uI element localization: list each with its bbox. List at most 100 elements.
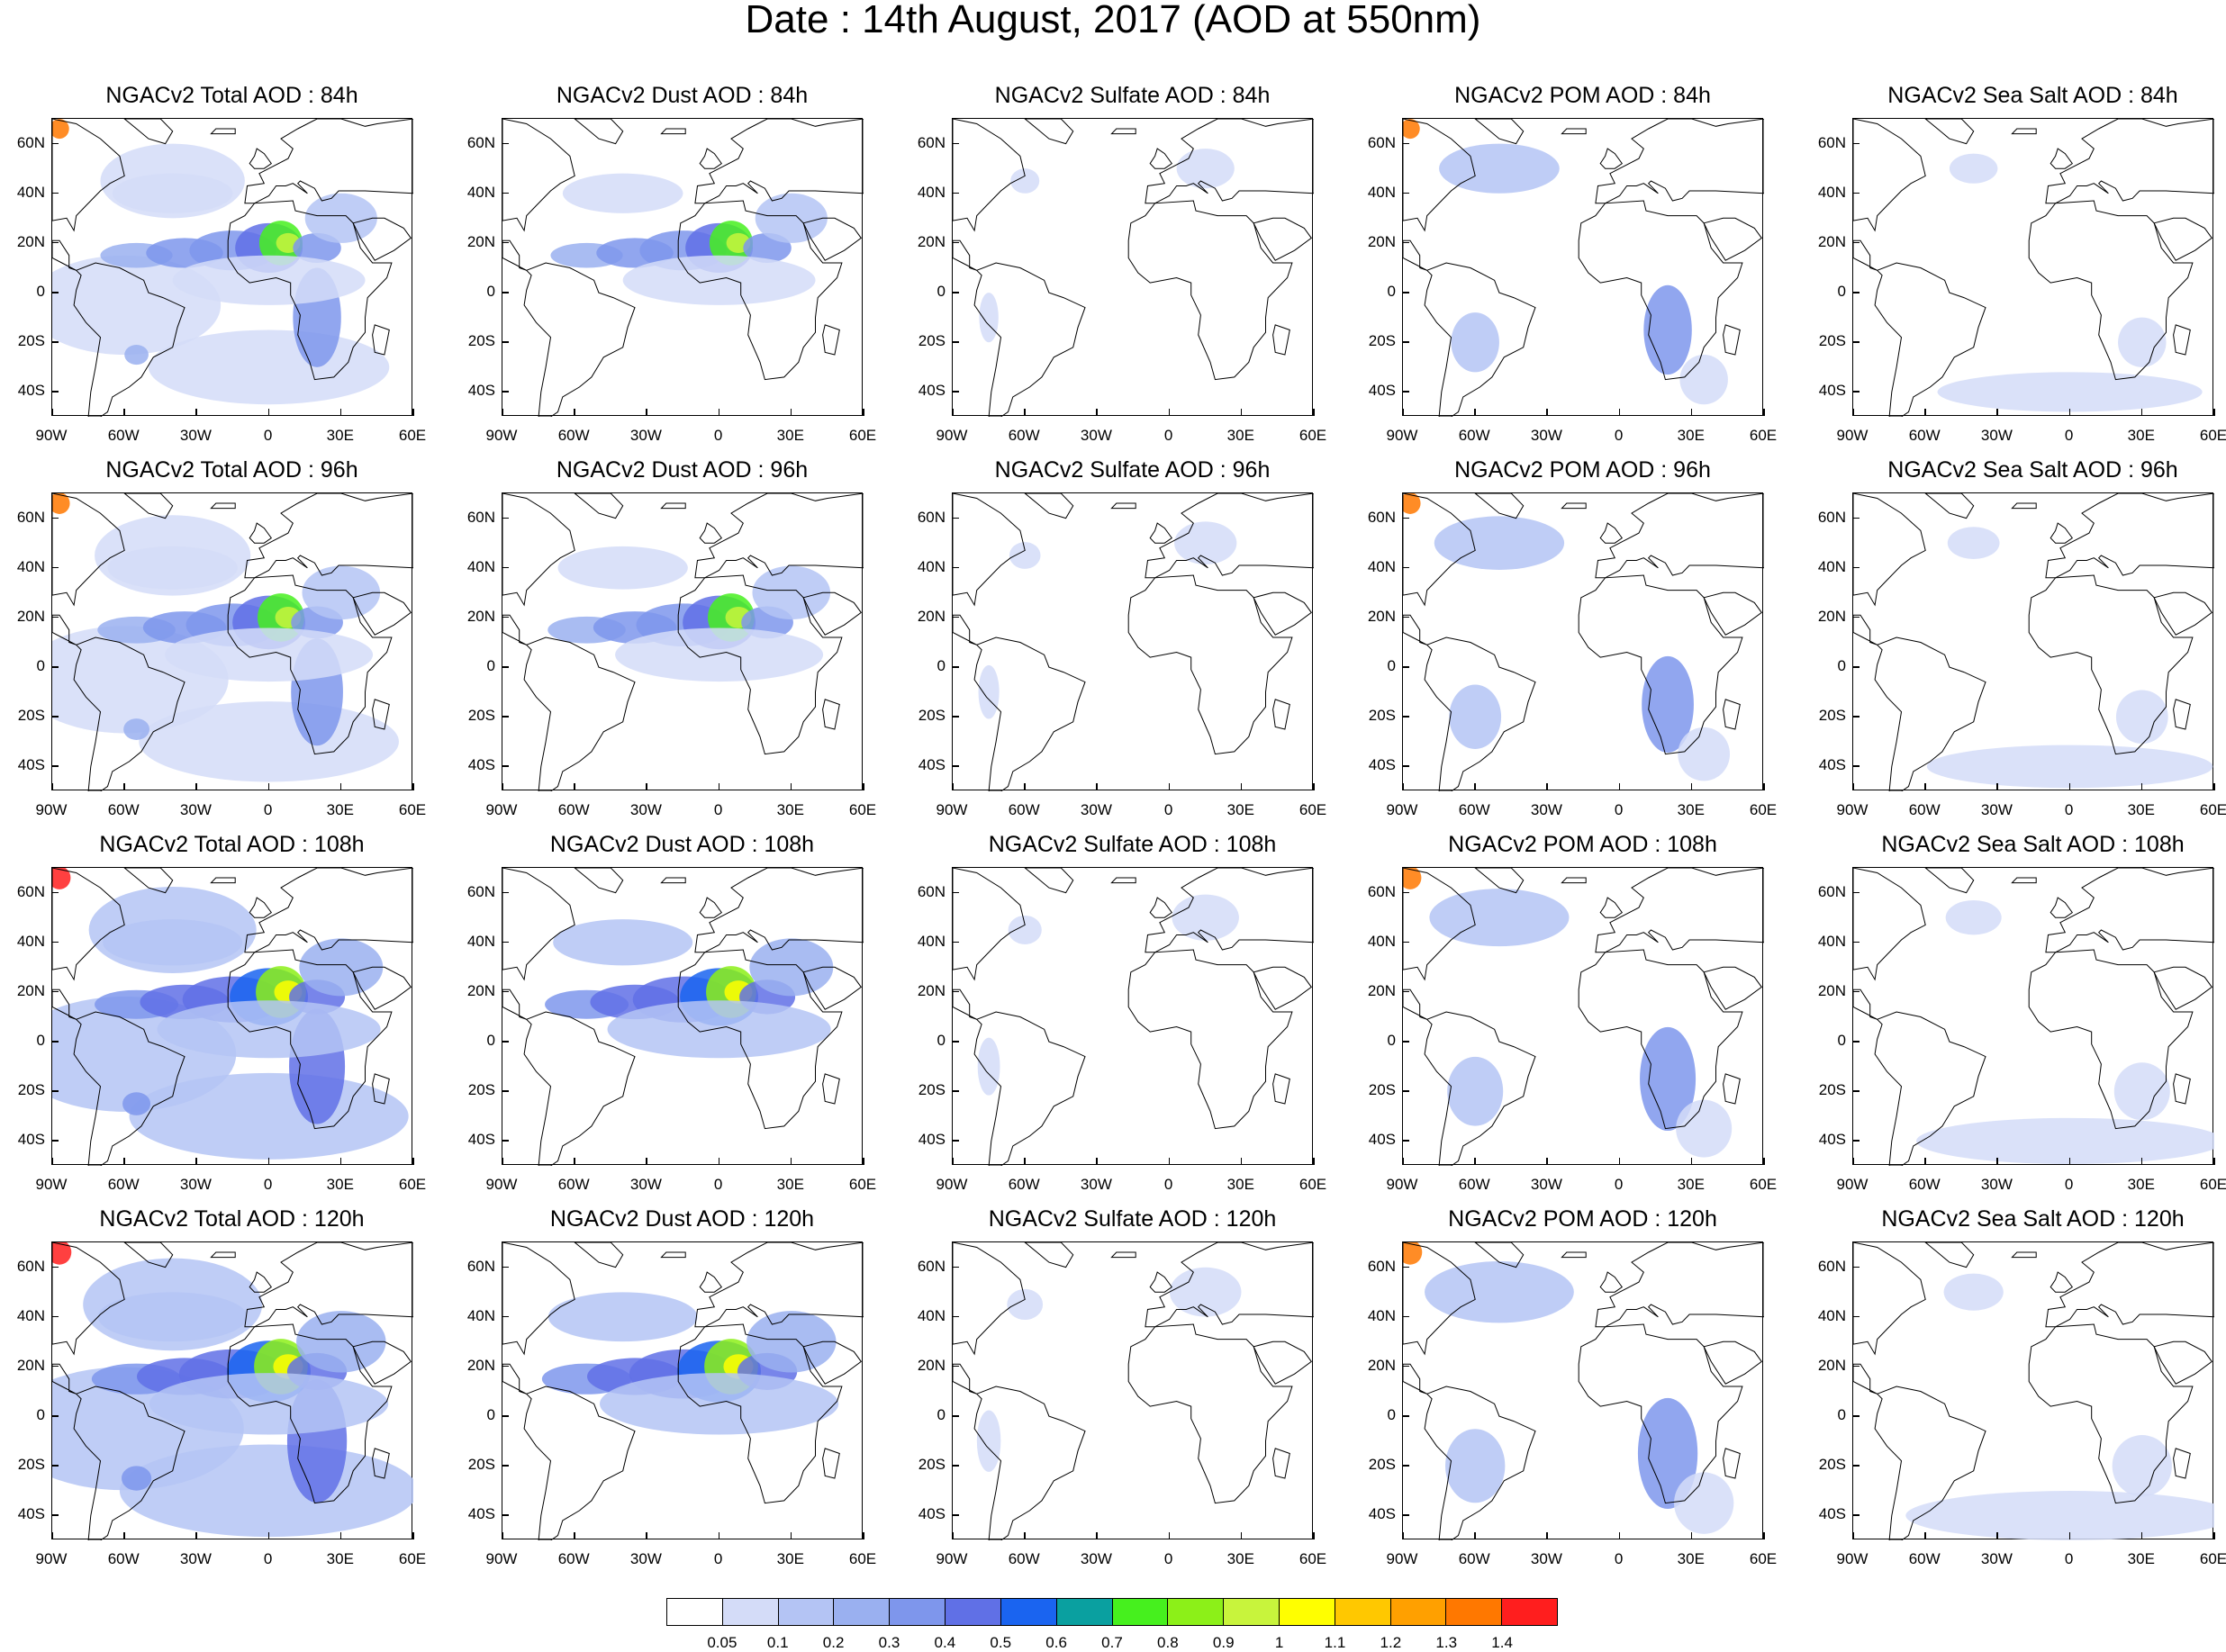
y-tick-label: 40N [1367, 557, 1396, 575]
legend-color-box [778, 1599, 835, 1625]
coastline [244, 1242, 413, 1328]
y-tick-label: 40S [17, 382, 45, 400]
coastline [1578, 1323, 1743, 1504]
x-tick [790, 1532, 792, 1539]
coastline [52, 239, 77, 271]
y-tick-label: 20S [1818, 1456, 1846, 1474]
coastline [677, 1323, 843, 1504]
map-panel: NGACv2 Dust AOD : 96h 60N 40N 20N 0 20S 40S 90W… [450, 452, 901, 840]
coastline [2173, 699, 2191, 730]
coastline [1578, 200, 1743, 381]
aod-field-region [1637, 1397, 1698, 1510]
x-tick-label: 60W [557, 427, 590, 444]
coastline [1272, 699, 1290, 730]
panel-title: NGACv2 Total AOD : 84h [105, 83, 358, 108]
x-tick [412, 409, 414, 416]
x-tick-label: 60W [1008, 801, 1040, 818]
aod-field-region [1403, 1242, 1423, 1265]
y-tick [502, 1465, 509, 1467]
map-panel: NGACv2 Sea Salt AOD : 108h 60N 40N 20N 0 20S 4… [1801, 826, 2226, 1214]
y-tick [952, 341, 959, 343]
x-tick [502, 409, 503, 416]
coastline [2011, 1251, 2037, 1259]
x-tick-label: 90W [936, 801, 968, 818]
x-tick [574, 409, 575, 416]
x-tick [646, 1158, 647, 1165]
map-plot-area [952, 1241, 1314, 1540]
coastline [1403, 988, 1427, 1020]
y-tick [51, 566, 59, 569]
y-tick-label: 60N [16, 508, 45, 526]
y-tick-label: 40S [467, 382, 495, 400]
y-tick-label: 40S [918, 756, 946, 774]
x-tick [1024, 1532, 1026, 1539]
x-tick [1474, 783, 1476, 790]
y-tick-label: 0 [937, 657, 946, 675]
x-tick-label: 30W [629, 427, 662, 444]
y-tick-label: 40S [1368, 756, 1396, 774]
y-tick-label: 0 [36, 657, 45, 675]
coastline [1599, 148, 1624, 169]
aod-field-region [978, 664, 1000, 719]
coastline [953, 1363, 977, 1395]
y-tick-label: 40N [1367, 932, 1396, 950]
legend-label: 1 [1274, 1634, 1284, 1651]
aod-field-region [123, 718, 150, 740]
y-tick-label: 60N [466, 882, 495, 900]
aod-field-region [1643, 284, 1692, 375]
aod-field-region [1937, 372, 2203, 412]
coastline [1474, 493, 1525, 519]
y-tick-label: 20S [918, 1081, 946, 1099]
y-tick [502, 616, 509, 618]
map-panel: NGACv2 Total AOD : 108h 60N 40N 20N 0 20S 40S 9… [0, 826, 451, 1214]
aod-field-region [1403, 868, 1422, 889]
coastline [953, 1242, 1026, 1356]
x-tick [412, 1532, 414, 1539]
x-tick-label: 60E [1749, 801, 1778, 818]
coastline [694, 1242, 864, 1328]
legend-color-box [722, 1599, 779, 1625]
coastline [52, 493, 125, 607]
x-tick [863, 409, 864, 416]
aod-field-region [1449, 684, 1502, 749]
coastline [123, 119, 174, 145]
coastline [52, 1363, 77, 1395]
aod-field-region [1674, 1472, 1734, 1534]
y-tick-label: 40S [1368, 382, 1396, 400]
x-tick-label: 60W [1908, 1176, 1941, 1193]
x-tick-label: 90W [1386, 1176, 1418, 1193]
x-tick-label: 60E [1298, 1550, 1327, 1567]
x-tick [1402, 783, 1404, 790]
coastline [953, 239, 977, 271]
aod-field-region [607, 1000, 831, 1059]
y-tick-label: 40N [917, 932, 946, 950]
x-tick [1313, 409, 1315, 416]
x-tick [2068, 783, 2071, 790]
page-title: Date : 14th August, 2017 (AOD at 550nm) [745, 0, 1481, 41]
x-tick [952, 409, 954, 416]
panel-title: NGACv2 Sulfate AOD : 120h [988, 1206, 1277, 1232]
x-tick [1240, 1158, 1243, 1165]
y-tick-label: 20S [17, 1456, 45, 1474]
panel-title: NGACv2 Dust AOD : 96h [556, 457, 809, 483]
x-tick-label: 60E [398, 1176, 427, 1193]
y-tick [51, 765, 59, 767]
y-tick [1402, 1415, 1409, 1417]
x-tick [1996, 1532, 1998, 1539]
y-tick-label: 0 [1837, 657, 1846, 675]
y-tick [952, 1140, 959, 1142]
map-svg [52, 119, 413, 417]
y-tick-label: 0 [36, 1406, 45, 1424]
coastline [802, 966, 862, 1010]
x-tick-label: 90W [1836, 427, 1869, 444]
y-tick-label: 40N [1367, 183, 1396, 201]
legend-color-box [890, 1599, 946, 1625]
aod-field-region [2112, 1435, 2172, 1497]
coastline [1853, 614, 1878, 645]
coastline [822, 1448, 840, 1479]
aod-field-region [1007, 1288, 1044, 1321]
y-tick [1852, 1415, 1860, 1417]
x-tick [790, 409, 792, 416]
x-tick-label: 0 [1614, 1176, 1624, 1193]
x-tick [718, 1532, 720, 1539]
